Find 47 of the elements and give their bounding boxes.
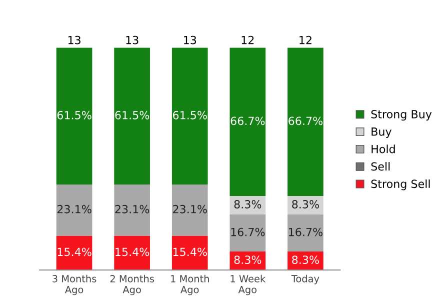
data-label: 15.4% <box>58 248 92 256</box>
x-tick-label: 3 Months Ago <box>52 274 96 296</box>
bar <box>56 48 92 184</box>
bar <box>288 48 324 196</box>
legend-label: Hold <box>372 144 395 154</box>
data-label: 66.7% <box>288 116 322 126</box>
data-label: 23.1% <box>173 204 207 214</box>
bar <box>172 184 208 236</box>
bar <box>172 236 208 270</box>
data-label: 61.5% <box>115 110 150 120</box>
legend-label: Strong Sell <box>371 179 430 190</box>
data-label: 8.3% <box>292 256 319 264</box>
data-label: 61.5% <box>57 110 92 120</box>
data-label: 8.3% <box>292 200 319 208</box>
data-label: 23.1% <box>115 204 150 214</box>
data-label: 8.3% <box>234 200 262 208</box>
data-label: 15.4% <box>173 248 207 256</box>
x-tick-label: 1 Month Ago <box>171 274 209 296</box>
legend-label: Sell <box>371 162 390 171</box>
annotation: 13 <box>126 36 138 44</box>
data-label: 23.1% <box>57 204 92 214</box>
x-tick-label: Today <box>291 274 320 284</box>
bar <box>230 48 266 196</box>
annotation: 12 <box>300 36 312 44</box>
data-label: 61.5% <box>172 110 207 120</box>
data-label: 8.3% <box>234 256 262 264</box>
bar <box>56 236 92 270</box>
bar <box>114 48 150 184</box>
annotation: 13 <box>184 36 196 44</box>
bar <box>230 196 266 214</box>
annotation: 12 <box>242 36 254 44</box>
bar <box>230 214 266 252</box>
bar <box>172 48 208 184</box>
bar <box>56 184 92 236</box>
x-tick-label: 1 Week Ago <box>230 274 266 296</box>
bar <box>114 184 150 236</box>
data-label: 16.7% <box>231 228 265 236</box>
bar <box>288 214 324 252</box>
data-label: 16.7% <box>289 228 322 236</box>
bar <box>288 196 324 214</box>
data-label: 15.4% <box>116 248 150 256</box>
annotation: 13 <box>68 36 80 44</box>
data-label: 66.7% <box>230 116 265 126</box>
x-tick-label: 2 Months Ago <box>110 274 154 296</box>
bar <box>114 236 150 270</box>
legend-label: Strong Buy <box>371 110 432 121</box>
legend-label: Buy <box>372 128 392 138</box>
